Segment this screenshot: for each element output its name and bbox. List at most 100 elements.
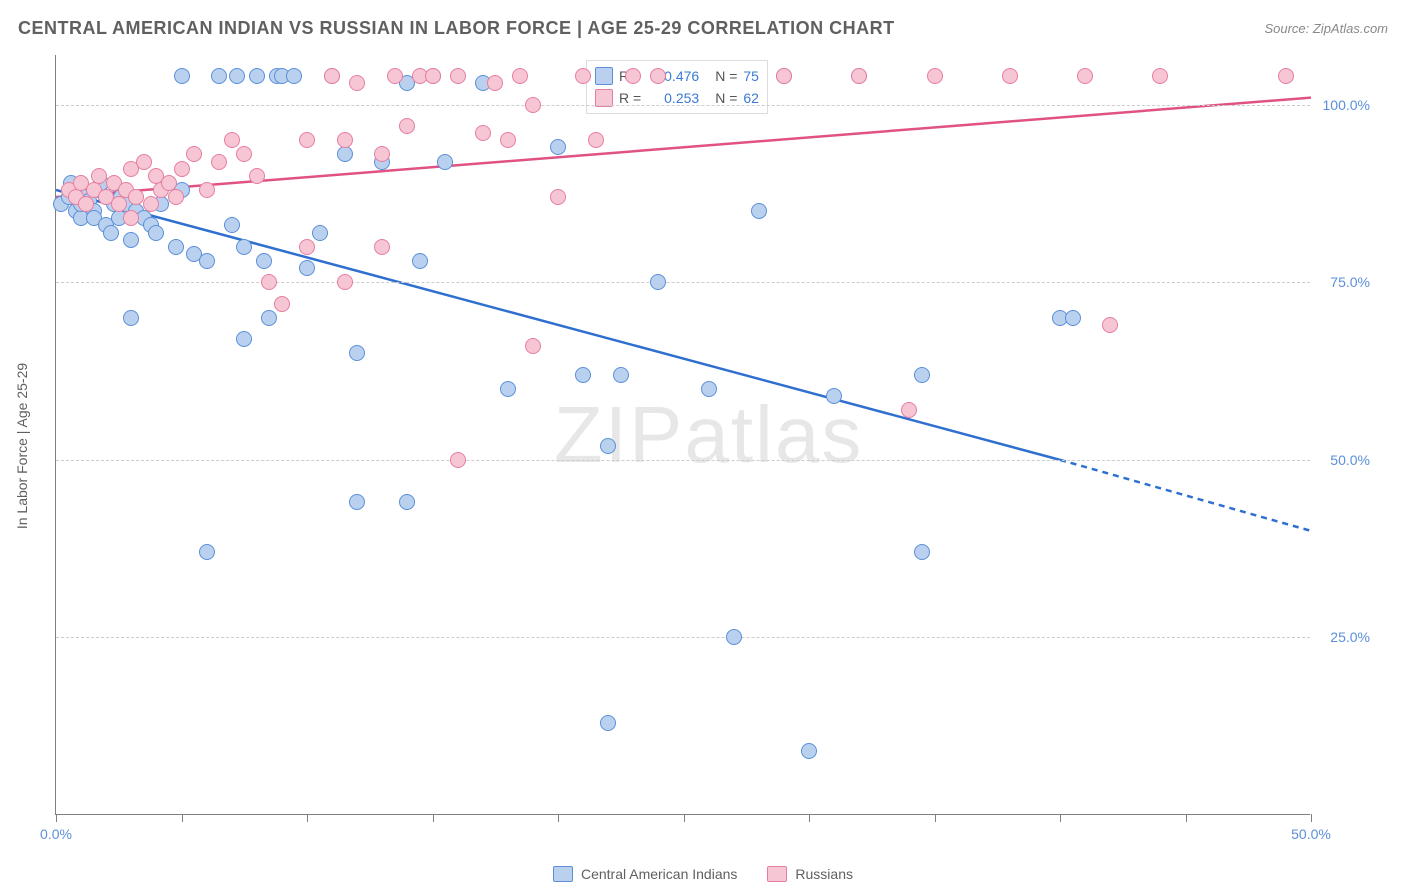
data-point <box>299 132 315 148</box>
data-point <box>525 97 541 113</box>
data-point <box>437 154 453 170</box>
data-point <box>128 189 144 205</box>
data-point <box>91 168 107 184</box>
r-value: 0.253 <box>647 90 699 106</box>
x-tick <box>1060 814 1061 822</box>
data-point <box>914 367 930 383</box>
data-point <box>236 239 252 255</box>
data-point <box>1002 68 1018 84</box>
gridline <box>56 105 1310 106</box>
y-tick-label: 100.0% <box>1323 97 1370 113</box>
data-point <box>224 132 240 148</box>
y-tick-label: 75.0% <box>1330 274 1370 290</box>
data-point <box>261 274 277 290</box>
data-point <box>337 146 353 162</box>
data-point <box>236 146 252 162</box>
correlation-legend: R =-0.476N =75R =0.253N =62 <box>586 60 768 114</box>
data-point <box>103 225 119 241</box>
swatch-icon <box>595 67 613 85</box>
x-tick <box>1311 814 1312 822</box>
data-point <box>399 494 415 510</box>
data-point <box>274 296 290 312</box>
x-tick <box>56 814 57 822</box>
x-tick <box>809 814 810 822</box>
swatch-icon <box>553 866 573 882</box>
x-tick <box>307 814 308 822</box>
data-point <box>224 217 240 233</box>
data-point <box>650 68 666 84</box>
data-point <box>487 75 503 91</box>
data-point <box>236 331 252 347</box>
data-point <box>349 345 365 361</box>
data-point <box>256 253 272 269</box>
data-point <box>826 388 842 404</box>
data-point <box>374 239 390 255</box>
data-point <box>512 68 528 84</box>
data-point <box>249 68 265 84</box>
x-tick <box>684 814 685 822</box>
data-point <box>148 225 164 241</box>
data-point <box>136 154 152 170</box>
y-tick-label: 50.0% <box>1330 452 1370 468</box>
source-credit: Source: ZipAtlas.com <box>1264 21 1388 36</box>
legend-item-blue: Central American Indians <box>553 866 737 882</box>
data-point <box>211 68 227 84</box>
data-point <box>1278 68 1294 84</box>
data-point <box>349 75 365 91</box>
x-tick <box>558 814 559 822</box>
data-point <box>500 132 516 148</box>
data-point <box>575 68 591 84</box>
data-point <box>111 196 127 212</box>
x-tick <box>1186 814 1187 822</box>
data-point <box>299 239 315 255</box>
data-point <box>914 544 930 560</box>
data-point <box>1102 317 1118 333</box>
data-point <box>1152 68 1168 84</box>
series-legend: Central American Indians Russians <box>0 866 1406 882</box>
trend-lines <box>56 55 1311 815</box>
data-point <box>588 132 604 148</box>
n-value: 75 <box>743 68 759 84</box>
data-point <box>337 132 353 148</box>
data-point <box>776 68 792 84</box>
data-point <box>927 68 943 84</box>
legend-row: R =-0.476N =75 <box>595 65 759 87</box>
data-point <box>412 253 428 269</box>
data-point <box>211 154 227 170</box>
data-point <box>600 715 616 731</box>
data-point <box>751 203 767 219</box>
data-point <box>613 367 629 383</box>
gridline <box>56 282 1310 283</box>
data-point <box>901 402 917 418</box>
data-point <box>399 118 415 134</box>
data-point <box>337 274 353 290</box>
data-point <box>174 68 190 84</box>
data-point <box>123 210 139 226</box>
data-point <box>261 310 277 326</box>
n-label: N = <box>715 90 737 106</box>
data-point <box>249 168 265 184</box>
data-point <box>123 232 139 248</box>
data-point <box>726 629 742 645</box>
x-tick-label: 0.0% <box>40 826 72 842</box>
legend-label: Central American Indians <box>581 866 737 882</box>
gridline <box>56 460 1310 461</box>
data-point <box>701 381 717 397</box>
data-point <box>387 68 403 84</box>
data-point <box>123 310 139 326</box>
data-point <box>575 367 591 383</box>
data-point <box>600 438 616 454</box>
y-axis-title: In Labor Force | Age 25-29 <box>14 363 30 529</box>
data-point <box>550 189 566 205</box>
swatch-icon <box>767 866 787 882</box>
data-point <box>312 225 328 241</box>
data-point <box>78 196 94 212</box>
data-point <box>374 146 390 162</box>
data-point <box>650 274 666 290</box>
data-point <box>450 452 466 468</box>
data-point <box>143 196 159 212</box>
r-label: R = <box>619 90 641 106</box>
data-point <box>525 338 541 354</box>
x-tick-label: 50.0% <box>1291 826 1331 842</box>
data-point <box>625 68 641 84</box>
